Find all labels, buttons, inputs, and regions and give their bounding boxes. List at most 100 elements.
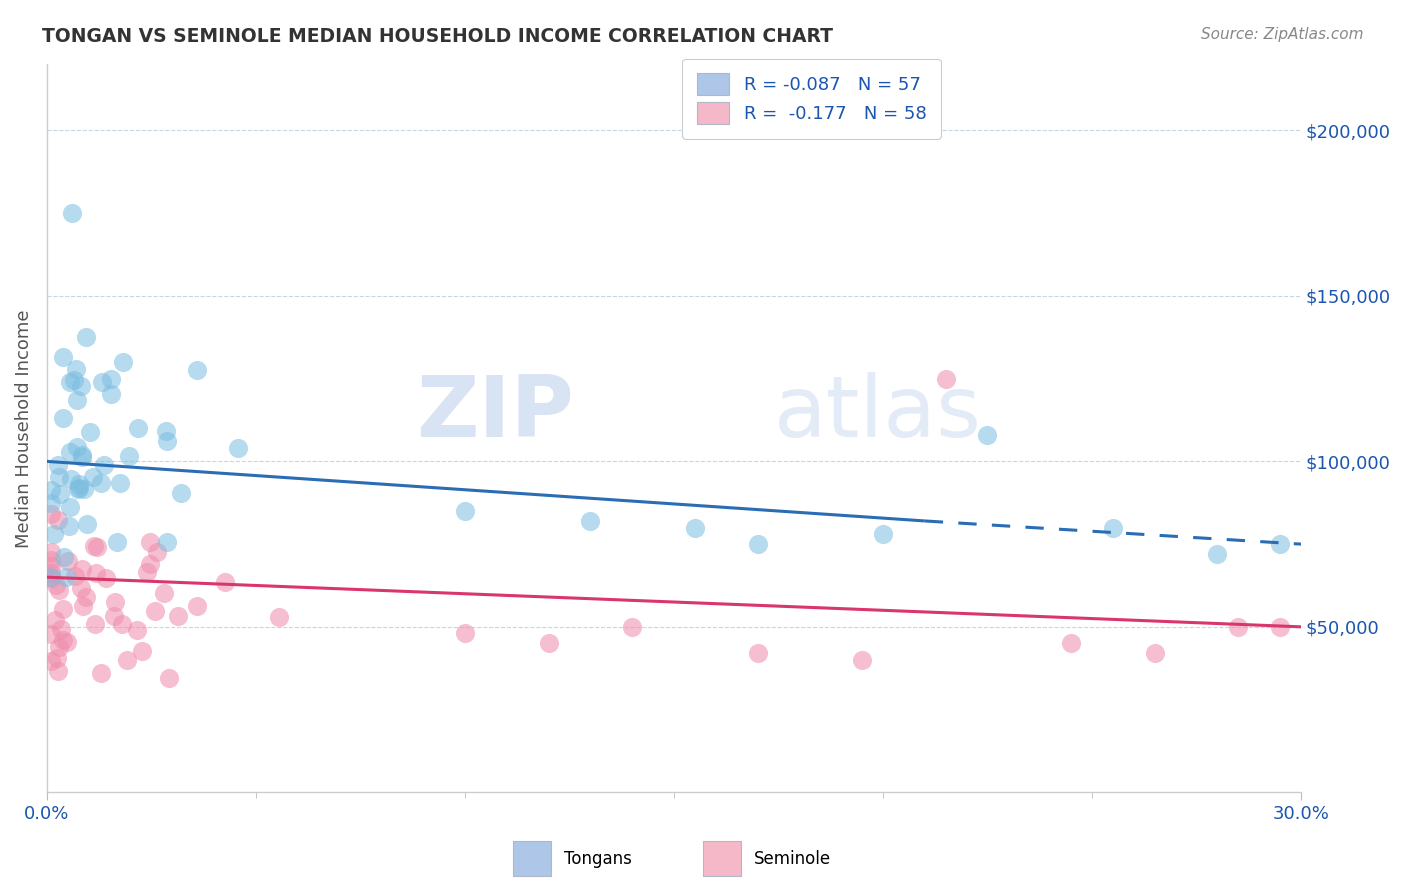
- Point: [59, 444, 82, 458]
- Point: [117, 450, 139, 464]
- Point: [69, 378, 91, 392]
- Point: [48, 582, 70, 597]
- Point: [55, 570, 77, 584]
- Point: [59, 375, 82, 389]
- Point: [39, 626, 62, 640]
- Point: [39, 570, 62, 584]
- Point: [67, 481, 90, 495]
- Point: [1143, 646, 1166, 660]
- FancyBboxPatch shape: [513, 841, 551, 876]
- Point: [100, 387, 122, 401]
- Point: [86, 540, 108, 554]
- Point: [52, 633, 75, 648]
- Point: [90, 475, 112, 490]
- Point: [851, 653, 873, 667]
- Point: [45, 578, 67, 592]
- Point: [59, 500, 82, 514]
- Point: [39, 654, 62, 668]
- Point: [454, 504, 477, 518]
- Point: [39, 495, 62, 509]
- Point: [94, 571, 117, 585]
- Point: [105, 534, 128, 549]
- Point: [70, 448, 93, 462]
- Point: [146, 545, 169, 559]
- Point: [110, 475, 132, 490]
- Y-axis label: Median Household Income: Median Household Income: [15, 309, 32, 548]
- Point: [39, 544, 62, 558]
- Point: [135, 566, 157, 580]
- Point: [139, 534, 162, 549]
- Point: [49, 487, 72, 501]
- Point: [186, 363, 208, 377]
- Point: [872, 527, 894, 541]
- Point: [72, 599, 94, 613]
- Point: [1102, 520, 1125, 534]
- Text: ZIP: ZIP: [416, 372, 574, 455]
- Point: [454, 626, 477, 640]
- Point: [62, 373, 84, 387]
- Point: [39, 507, 62, 521]
- Point: [52, 351, 75, 365]
- Point: [167, 608, 190, 623]
- Text: atlas: atlas: [775, 372, 983, 455]
- Point: [125, 623, 148, 637]
- Point: [111, 616, 134, 631]
- Point: [73, 482, 96, 496]
- Point: [1060, 636, 1083, 650]
- Point: [70, 450, 93, 465]
- Point: [537, 636, 560, 650]
- Point: [683, 520, 706, 534]
- Point: [76, 517, 98, 532]
- Point: [44, 613, 66, 627]
- Point: [83, 617, 105, 632]
- Point: [153, 586, 176, 600]
- Point: [66, 440, 89, 454]
- Point: [83, 539, 105, 553]
- Point: [79, 425, 101, 440]
- Point: [66, 393, 89, 408]
- Point: [115, 653, 138, 667]
- Point: [228, 442, 250, 456]
- Point: [103, 609, 125, 624]
- Point: [747, 537, 769, 551]
- Point: [39, 571, 62, 585]
- Point: [70, 581, 93, 595]
- Point: [48, 458, 70, 472]
- Point: [1206, 547, 1229, 561]
- Point: [63, 569, 86, 583]
- Text: Source: ZipAtlas.com: Source: ZipAtlas.com: [1201, 27, 1364, 42]
- Point: [131, 644, 153, 658]
- Point: [52, 602, 75, 616]
- Point: [39, 553, 62, 567]
- Point: [935, 372, 957, 386]
- Point: [39, 566, 62, 581]
- Point: [58, 519, 80, 533]
- Point: [186, 599, 208, 613]
- Point: [48, 470, 70, 484]
- Point: [214, 574, 236, 589]
- Text: TONGAN VS SEMINOLE MEDIAN HOUSEHOLD INCOME CORRELATION CHART: TONGAN VS SEMINOLE MEDIAN HOUSEHOLD INCO…: [42, 27, 834, 45]
- Point: [42, 526, 65, 541]
- Point: [39, 483, 62, 497]
- Point: [84, 566, 107, 580]
- Point: [155, 425, 177, 439]
- Point: [75, 330, 97, 344]
- Point: [82, 470, 104, 484]
- Point: [59, 472, 82, 486]
- Point: [139, 557, 162, 571]
- Point: [65, 361, 87, 376]
- Point: [100, 372, 122, 386]
- Point: [127, 420, 149, 434]
- Point: [579, 514, 602, 528]
- Point: [156, 535, 179, 549]
- Point: [111, 355, 134, 369]
- Point: [747, 646, 769, 660]
- Point: [93, 458, 115, 473]
- Point: [49, 622, 72, 636]
- Point: [621, 620, 644, 634]
- Point: [52, 411, 75, 425]
- Point: [89, 665, 111, 680]
- Point: [60, 206, 83, 220]
- Point: [48, 640, 70, 655]
- FancyBboxPatch shape: [703, 841, 741, 876]
